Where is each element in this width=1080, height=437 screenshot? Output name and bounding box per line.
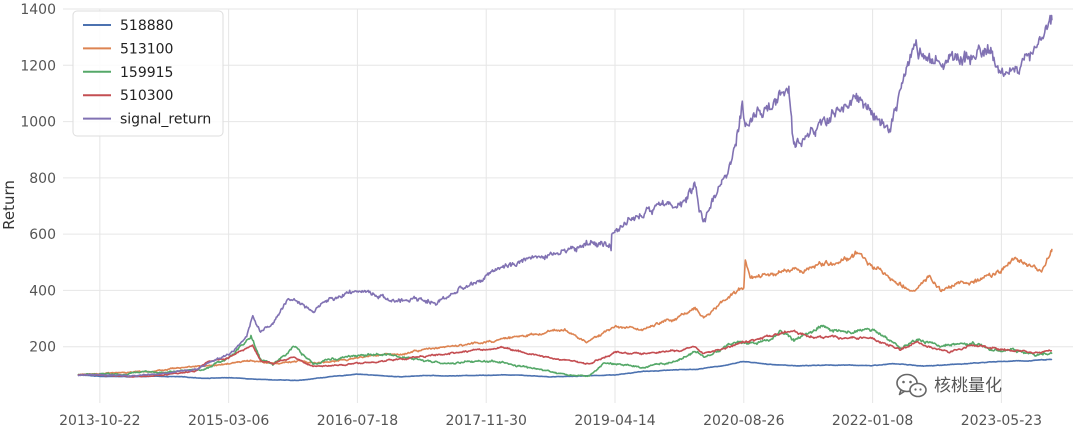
x-tick-label: 2020-08-26: [703, 413, 784, 429]
grid: [63, 8, 1073, 403]
y-tick-label: 1200: [20, 58, 56, 74]
y-tick-label: 600: [29, 227, 56, 243]
series-line-513100: [77, 248, 1053, 376]
legend-label: signal_return: [120, 112, 211, 128]
legend-label: 513100: [120, 41, 173, 57]
legend-label: 518880: [120, 18, 173, 34]
series-line-518880: [77, 358, 1053, 382]
x-tick-label: 2017-11-30: [446, 413, 527, 429]
y-tick-label: 200: [29, 340, 56, 356]
series-line-159915: [77, 324, 1053, 378]
legend: 518880 513100 159915 510300 signal_return: [72, 10, 224, 137]
y-tick-label: 1400: [20, 2, 56, 18]
y-tick-label: 800: [29, 171, 56, 187]
y-tick-label: 1000: [20, 115, 56, 131]
series-lines: [77, 14, 1053, 382]
legend-box: [72, 10, 224, 137]
y-axis-label: Return: [0, 180, 18, 230]
wechat-icon: [896, 373, 927, 398]
x-tick-label: 2013-10-22: [59, 413, 140, 429]
watermark-text: 核桃量化: [934, 376, 1002, 396]
legend-label: 510300: [120, 88, 173, 104]
x-tick-label: 2023-05-23: [961, 413, 1042, 429]
y-axis-ticks: 200 400 600 800 1000 1200 1400: [20, 2, 56, 356]
x-tick-label: 2019-04-14: [574, 413, 655, 429]
legend-label: 159915: [120, 65, 173, 81]
x-tick-label: 2015-03-06: [188, 413, 269, 429]
series-line-signal_return: [77, 14, 1053, 378]
x-tick-label: 2022-01-08: [832, 413, 913, 429]
x-axis-ticks: 2013-10-22 2015-03-06 2016-07-18 2017-11-30…: [59, 413, 1042, 429]
x-tick-label: 2016-07-18: [317, 413, 398, 429]
series-line-510300: [77, 329, 1053, 378]
y-tick-label: 400: [29, 283, 56, 299]
watermark: 核桃量化: [896, 373, 1002, 398]
